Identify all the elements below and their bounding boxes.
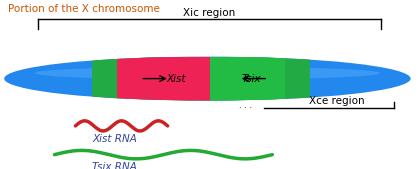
Ellipse shape [4,57,411,101]
Ellipse shape [35,67,380,80]
FancyBboxPatch shape [210,57,285,101]
Text: Xic region: Xic region [184,8,235,18]
Text: · · ·: · · · [239,104,252,113]
Text: Tsix RNA: Tsix RNA [92,162,137,169]
Text: Tsix: Tsix [242,74,261,84]
Text: Portion of the X chromosome: Portion of the X chromosome [8,4,160,14]
FancyBboxPatch shape [117,57,210,101]
FancyBboxPatch shape [92,57,310,101]
Text: Xist RNA: Xist RNA [92,134,137,144]
Text: Xce region: Xce region [310,96,365,106]
Text: Xist: Xist [166,74,186,84]
